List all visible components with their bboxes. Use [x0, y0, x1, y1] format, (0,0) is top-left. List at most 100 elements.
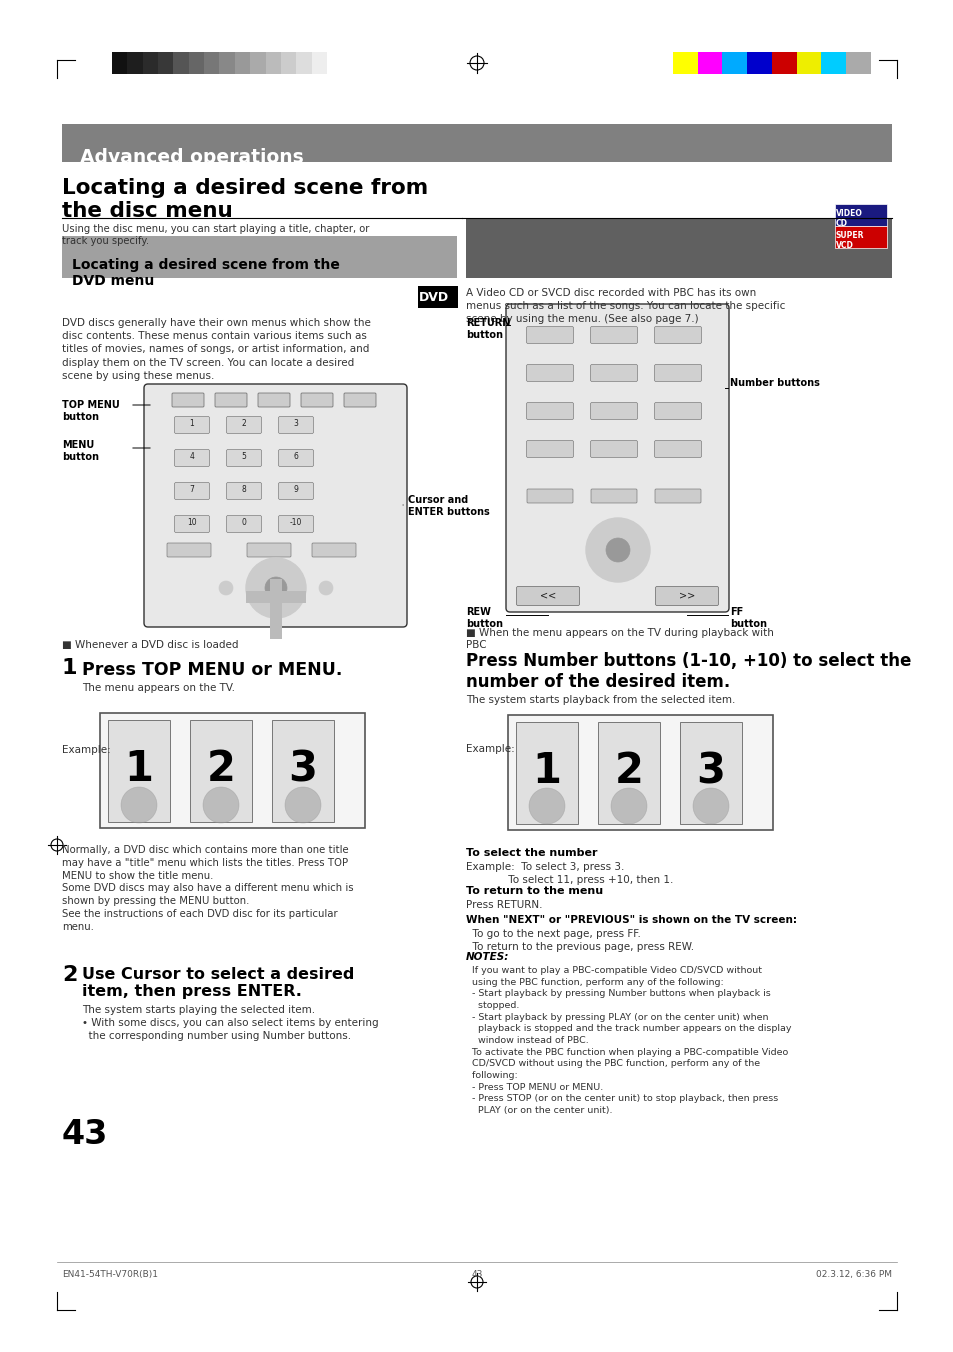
FancyBboxPatch shape: [526, 403, 573, 419]
Text: Cursor and
ENTER buttons: Cursor and ENTER buttons: [408, 495, 489, 516]
Bar: [234, 51, 250, 74]
Text: Number buttons: Number buttons: [729, 379, 819, 388]
Text: Press RETURN.: Press RETURN.: [465, 900, 542, 910]
Text: 7: 7: [190, 485, 194, 493]
FancyBboxPatch shape: [526, 441, 573, 457]
FancyBboxPatch shape: [344, 393, 375, 407]
Text: If you want to play a PBC-compatible Video CD/SVCD without
  using the PBC funct: If you want to play a PBC-compatible Vid…: [465, 965, 791, 1115]
FancyBboxPatch shape: [654, 326, 700, 343]
FancyBboxPatch shape: [590, 441, 637, 457]
FancyBboxPatch shape: [174, 515, 210, 533]
Bar: [100, 713, 365, 827]
Text: ■ When the menu appears on the TV during playback with
PBC: ■ When the menu appears on the TV during…: [465, 627, 773, 650]
Bar: [272, 721, 334, 822]
Text: 2: 2: [241, 419, 246, 429]
FancyBboxPatch shape: [590, 489, 637, 503]
Text: DVD: DVD: [418, 291, 449, 304]
Bar: [296, 51, 312, 74]
Text: 0: 0: [241, 518, 246, 527]
Bar: [158, 51, 173, 74]
Bar: [697, 51, 721, 74]
Bar: [108, 721, 170, 822]
Text: 3: 3: [294, 419, 298, 429]
Bar: [771, 51, 796, 74]
Text: The menu appears on the TV.: The menu appears on the TV.: [82, 683, 234, 694]
Text: VIDEO
CD: VIDEO CD: [835, 210, 862, 228]
Text: The system starts playing the selected item.
• With some discs, you can also sel: The system starts playing the selected i…: [82, 1005, 378, 1041]
Circle shape: [529, 788, 564, 823]
Bar: [189, 51, 204, 74]
FancyBboxPatch shape: [654, 441, 700, 457]
FancyBboxPatch shape: [226, 515, 261, 533]
Text: To go to the next page, press FF.
  To return to the previous page, press REW.: To go to the next page, press FF. To ret…: [465, 929, 694, 952]
FancyBboxPatch shape: [247, 544, 291, 557]
Bar: [465, 218, 891, 279]
Text: >>: >>: [679, 589, 695, 600]
Bar: [845, 51, 870, 74]
Text: 02.3.12, 6:36 PM: 02.3.12, 6:36 PM: [815, 1270, 891, 1279]
Text: To select the number: To select the number: [465, 848, 597, 859]
FancyBboxPatch shape: [655, 587, 718, 606]
Text: 1: 1: [62, 658, 77, 677]
FancyBboxPatch shape: [278, 515, 314, 533]
FancyBboxPatch shape: [174, 416, 210, 434]
FancyBboxPatch shape: [174, 483, 210, 499]
Text: Normally, a DVD disc which contains more than one title
may have a "title" menu : Normally, a DVD disc which contains more…: [62, 845, 354, 932]
Bar: [280, 51, 296, 74]
Bar: [62, 237, 456, 279]
Circle shape: [285, 787, 320, 823]
Circle shape: [585, 518, 649, 581]
Bar: [190, 721, 252, 822]
FancyBboxPatch shape: [257, 393, 290, 407]
Circle shape: [692, 788, 728, 823]
Bar: [246, 591, 306, 603]
Text: TOP MENU
button: TOP MENU button: [62, 400, 120, 422]
FancyBboxPatch shape: [301, 393, 333, 407]
Text: DVD discs generally have their own menus which show the
disc contents. These men: DVD discs generally have their own menus…: [62, 318, 371, 381]
Text: 1: 1: [125, 748, 153, 790]
Text: To return to the menu: To return to the menu: [465, 886, 602, 896]
Text: 2: 2: [207, 748, 235, 790]
FancyBboxPatch shape: [590, 326, 637, 343]
FancyBboxPatch shape: [654, 365, 700, 381]
Circle shape: [246, 558, 306, 618]
Text: Press TOP MENU or MENU.: Press TOP MENU or MENU.: [82, 661, 342, 679]
Text: Use Cursor to select a desired
item, then press ENTER.: Use Cursor to select a desired item, the…: [82, 967, 354, 999]
Text: 43: 43: [471, 1270, 482, 1279]
Bar: [127, 51, 143, 74]
Bar: [204, 51, 219, 74]
Text: 9: 9: [294, 485, 298, 493]
Circle shape: [605, 538, 629, 562]
Circle shape: [219, 581, 233, 595]
Bar: [417, 287, 457, 308]
Bar: [834, 204, 886, 226]
Text: Press Number buttons (1-10, +10) to select the
number of the desired item.: Press Number buttons (1-10, +10) to sele…: [465, 652, 910, 691]
Text: 5: 5: [241, 452, 246, 461]
Text: ■ Whenever a DVD disc is loaded: ■ Whenever a DVD disc is loaded: [62, 639, 238, 650]
Text: Locating a desired scene from the
DVD menu: Locating a desired scene from the DVD me…: [71, 258, 339, 288]
Text: MENU
button: MENU button: [62, 439, 99, 461]
FancyBboxPatch shape: [505, 304, 728, 612]
Bar: [112, 51, 127, 74]
Circle shape: [265, 577, 287, 599]
Bar: [821, 51, 845, 74]
FancyBboxPatch shape: [144, 384, 407, 627]
FancyBboxPatch shape: [655, 489, 700, 503]
Bar: [746, 51, 771, 74]
Bar: [62, 124, 891, 162]
Text: 43: 43: [62, 1118, 109, 1151]
Circle shape: [203, 787, 239, 823]
FancyBboxPatch shape: [312, 544, 355, 557]
Text: 2: 2: [614, 750, 642, 792]
Bar: [219, 51, 234, 74]
Bar: [173, 51, 189, 74]
Text: 2: 2: [62, 965, 77, 986]
Bar: [721, 51, 746, 74]
Bar: [507, 715, 772, 830]
FancyBboxPatch shape: [174, 449, 210, 466]
FancyBboxPatch shape: [590, 403, 637, 419]
Bar: [834, 226, 886, 247]
Text: Using the disc menu, you can start playing a title, chapter, or
track you specif: Using the disc menu, you can start playi…: [62, 224, 369, 246]
Text: Advanced operations: Advanced operations: [80, 147, 303, 168]
Text: Locating a desired scene from
the disc menu: Locating a desired scene from the disc m…: [62, 178, 428, 222]
